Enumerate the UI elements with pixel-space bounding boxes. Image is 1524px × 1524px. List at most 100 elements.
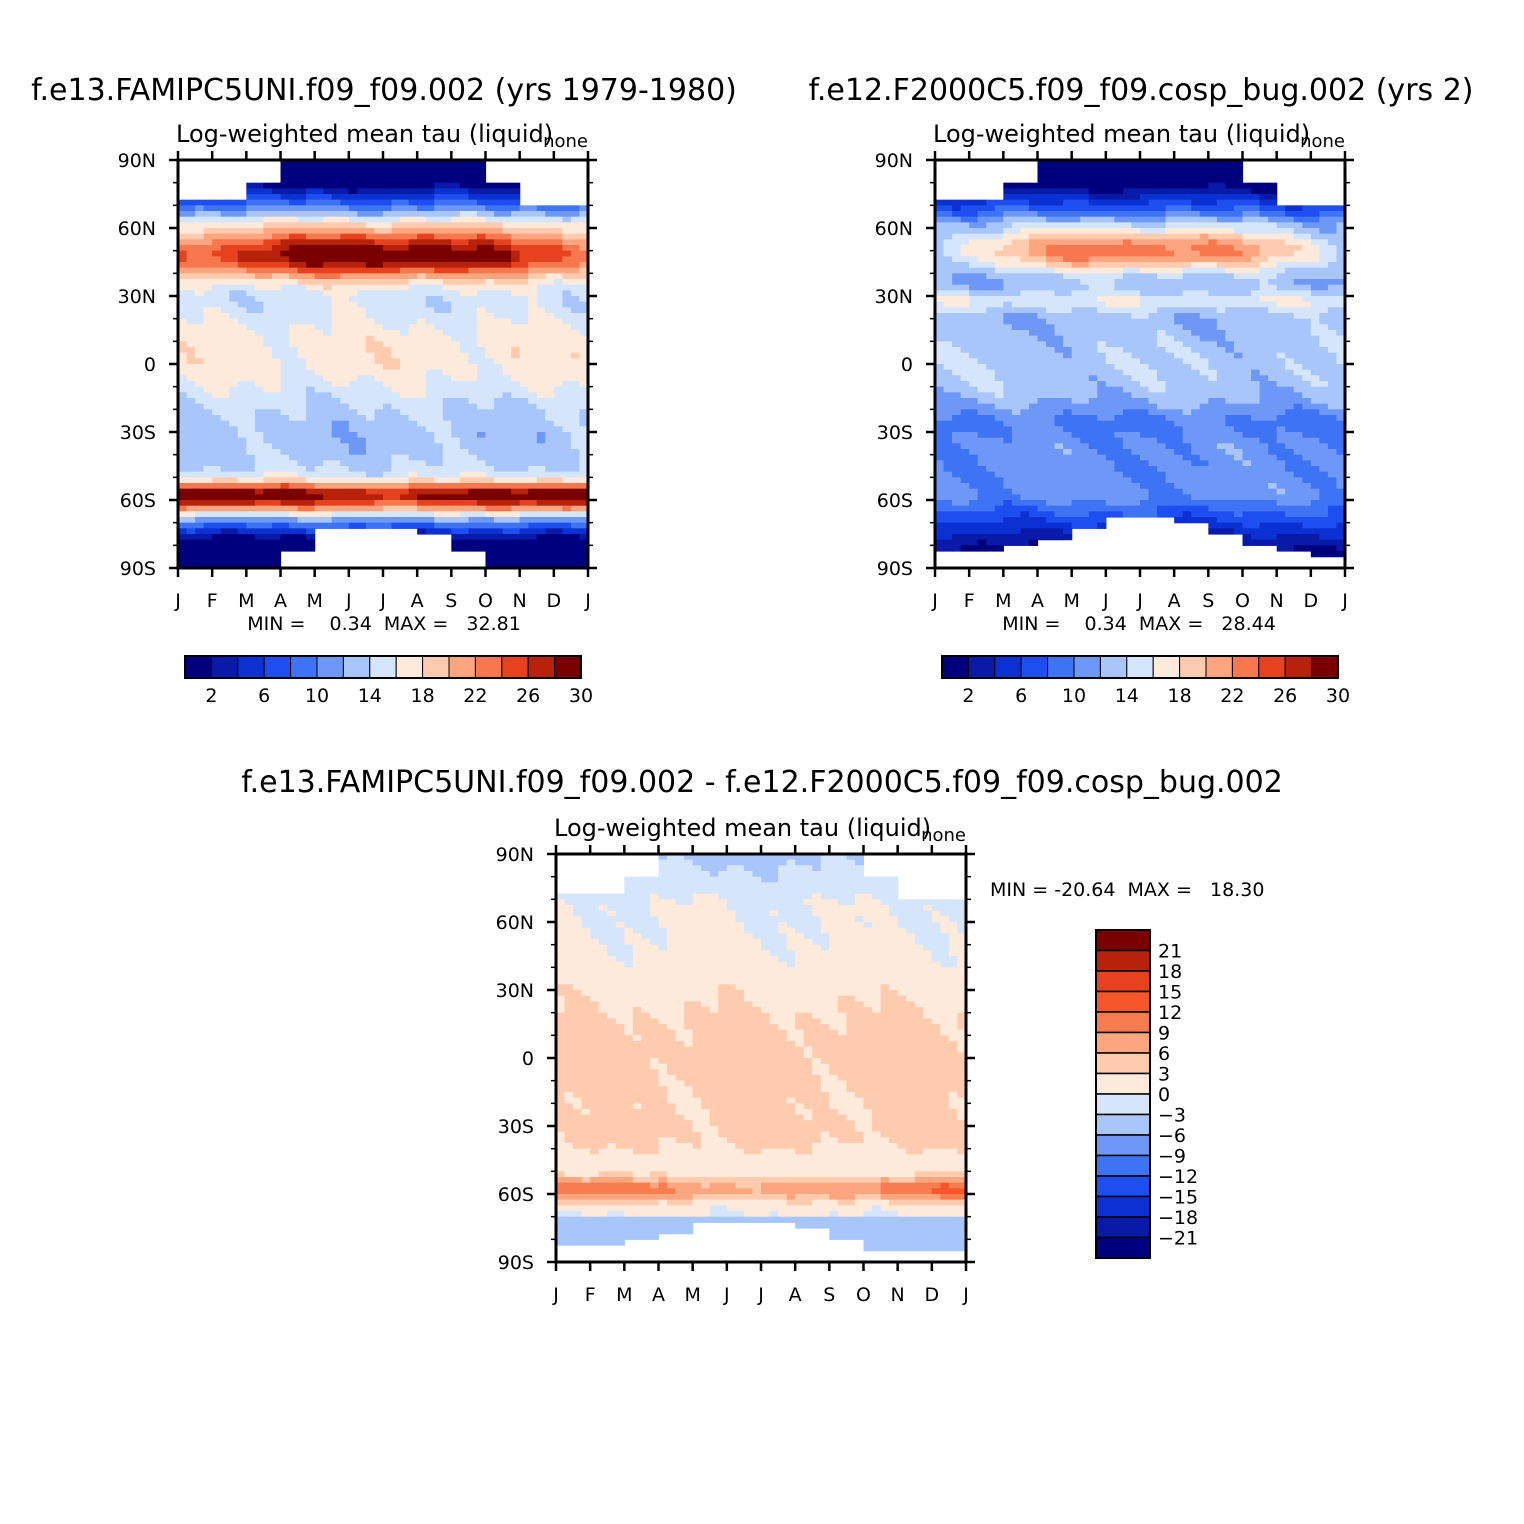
- field-cell: [1122, 488, 1133, 495]
- field-cell: [1080, 284, 1090, 291]
- field-cell: [425, 211, 435, 218]
- field-cell: [1063, 267, 1073, 274]
- field-cell: [195, 511, 205, 518]
- field-cell: [977, 392, 987, 399]
- field-cell: [280, 171, 290, 178]
- field-cell: [1080, 426, 1090, 433]
- field-cell: [1157, 301, 1167, 308]
- field-cell: [1046, 182, 1056, 189]
- field-cell: [1011, 539, 1022, 546]
- field-cell: [263, 279, 273, 286]
- field-cell: [553, 517, 563, 524]
- field-cell: [986, 330, 996, 337]
- field-cell: [408, 449, 418, 456]
- field-cell: [237, 313, 247, 320]
- field-cell: [553, 403, 563, 410]
- field-cell: [451, 409, 461, 416]
- field-cell: [434, 420, 444, 427]
- field-cell: [570, 505, 581, 512]
- field-cell: [977, 545, 987, 552]
- field-cell: [263, 551, 273, 558]
- field-cell: [280, 222, 290, 229]
- field-cell: [357, 443, 367, 450]
- field-cell: [451, 500, 461, 507]
- field-cell: [943, 420, 953, 427]
- field-cell: [502, 301, 512, 308]
- field-cell: [451, 483, 461, 490]
- field-cell: [417, 318, 427, 325]
- field-cell: [952, 488, 962, 495]
- field-cell: [306, 194, 316, 201]
- field-cell: [357, 313, 367, 320]
- field-cell: [562, 505, 572, 512]
- field-cell: [1131, 471, 1141, 478]
- field-cell: [468, 284, 478, 291]
- field-cell: [570, 381, 581, 388]
- field-cell: [442, 511, 452, 518]
- field-cell: [960, 454, 970, 461]
- field-cell: [1080, 324, 1090, 331]
- field-cell: [528, 369, 538, 376]
- field-cell: [451, 171, 461, 178]
- field-cell: [1037, 369, 1047, 376]
- field-cell: [408, 171, 418, 178]
- field-cell: [943, 443, 953, 450]
- field-cell: [468, 194, 478, 201]
- field-cell: [365, 205, 376, 212]
- field-cell: [263, 432, 273, 439]
- field-cell: [434, 505, 444, 512]
- field-cell: [220, 426, 230, 433]
- field-cell: [1003, 352, 1013, 359]
- field-cell: [178, 324, 188, 331]
- field-cell: [935, 392, 945, 399]
- field-cell: [1011, 290, 1022, 297]
- field-cell: [1080, 160, 1090, 167]
- field-cell: [280, 409, 290, 416]
- field-cell: [408, 517, 418, 524]
- field-cell: [442, 483, 452, 490]
- field-cell: [1003, 539, 1013, 546]
- field-cell: [1097, 250, 1107, 257]
- field-cell: [1037, 375, 1047, 382]
- field-cell: [365, 199, 376, 206]
- field-cell: [306, 369, 316, 376]
- field-cell: [195, 296, 205, 303]
- field-cell: [442, 494, 452, 501]
- field-cell: [468, 318, 478, 325]
- field-cell: [986, 534, 996, 541]
- field-cell: [468, 341, 478, 348]
- field-cell: [331, 267, 341, 274]
- field-cell: [1088, 460, 1098, 467]
- field-cell: [391, 517, 401, 524]
- field-cell: [425, 160, 435, 167]
- field-cell: [1122, 500, 1133, 507]
- field-cell: [195, 471, 205, 478]
- field-cell: [986, 233, 996, 240]
- field-cell: [536, 233, 546, 240]
- field-cell: [365, 437, 376, 444]
- field-cell: [468, 358, 478, 365]
- field-cell: [1131, 347, 1141, 354]
- field-cell: [323, 443, 333, 450]
- field-cell: [1114, 290, 1124, 297]
- field-cell: [374, 177, 384, 184]
- field-cell: [1080, 347, 1090, 354]
- field-cell: [212, 392, 222, 399]
- field-cell: [562, 415, 572, 422]
- field-cell: [528, 556, 538, 563]
- field-cell: [408, 284, 418, 291]
- field-cell: [391, 177, 401, 184]
- field-cell: [178, 341, 188, 348]
- field-cell: [960, 466, 970, 473]
- field-cell: [553, 318, 563, 325]
- field-cell: [425, 454, 435, 461]
- field-cell: [425, 330, 435, 337]
- field-cell: [502, 545, 512, 552]
- field-cell: [306, 534, 316, 541]
- field-cell: [1011, 262, 1022, 269]
- field-cell: [451, 454, 461, 461]
- field-cell: [331, 211, 341, 218]
- field-cell: [1105, 437, 1115, 444]
- field-cell: [1105, 216, 1115, 223]
- field-cell: [280, 318, 290, 325]
